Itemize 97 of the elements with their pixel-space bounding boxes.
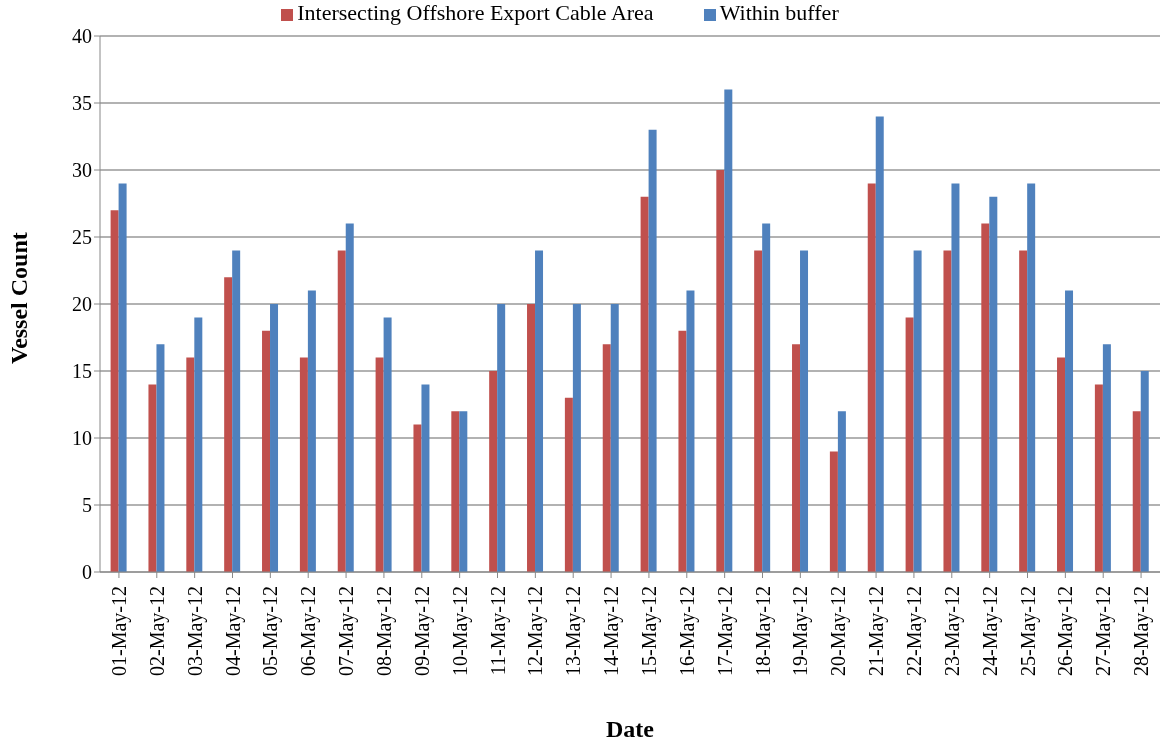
bar (535, 250, 544, 572)
bar (451, 411, 460, 572)
bar (610, 304, 619, 572)
bar (489, 371, 498, 572)
bar (1102, 344, 1111, 572)
y-tick-label: 35 (72, 92, 92, 115)
x-tick-label: 13-May-12 (562, 586, 586, 676)
bar (754, 250, 763, 572)
x-tick-label: 20-May-12 (827, 586, 851, 676)
bar (1140, 371, 1149, 572)
x-tick-label: 17-May-12 (713, 586, 737, 676)
y-tick-label: 25 (72, 226, 92, 249)
x-tick-label: 05-May-12 (259, 586, 283, 676)
bar (981, 223, 990, 572)
bar (345, 223, 354, 572)
x-tick-label: 15-May-12 (637, 586, 661, 676)
x-tick-label: 23-May-12 (940, 586, 964, 676)
y-tick-label: 40 (72, 25, 92, 48)
x-tick-label: 09-May-12 (410, 586, 434, 676)
bar (837, 411, 846, 572)
bar (572, 304, 581, 572)
bar (648, 129, 657, 572)
bar (678, 330, 687, 572)
x-tick-label: 16-May-12 (675, 586, 699, 676)
bar (1019, 250, 1028, 572)
bar (194, 317, 203, 572)
x-tick-label: 02-May-12 (145, 586, 169, 676)
x-tick-label: 04-May-12 (221, 586, 245, 676)
x-tick-label: 24-May-12 (978, 586, 1002, 676)
bar (383, 317, 392, 572)
x-tick-label: 28-May-12 (1130, 586, 1154, 676)
bar (1132, 411, 1141, 572)
bar (224, 277, 233, 572)
bar (459, 411, 468, 572)
y-tick-label: 10 (72, 427, 92, 450)
bar (186, 357, 195, 572)
y-axis-title: Vessel Count (5, 232, 32, 364)
legend-label: Within buffer (719, 0, 839, 25)
bar (951, 183, 960, 572)
bar (867, 183, 876, 572)
x-tick-label: 21-May-12 (865, 586, 889, 676)
x-tick-label: 19-May-12 (789, 586, 813, 676)
bar (829, 451, 838, 572)
bar (905, 317, 914, 572)
bar (800, 250, 809, 572)
bar (875, 116, 884, 572)
bar (270, 304, 279, 572)
bar (527, 304, 536, 572)
x-tick-label: 08-May-12 (372, 586, 396, 676)
x-tick-label: 11-May-12 (486, 586, 510, 676)
bar (232, 250, 241, 572)
y-tick-label: 0 (82, 561, 92, 584)
bar (686, 290, 695, 572)
y-tick-label: 5 (82, 494, 92, 517)
bar (1065, 290, 1074, 572)
bar (413, 424, 422, 572)
bar (148, 384, 157, 572)
bar (262, 330, 271, 572)
y-tick-label: 20 (72, 293, 92, 316)
bar (564, 397, 573, 572)
x-tick-label: 22-May-12 (902, 586, 926, 676)
x-tick-label: 27-May-12 (1092, 586, 1116, 676)
x-tick-label: 25-May-12 (1016, 586, 1040, 676)
bar (762, 223, 771, 572)
bar (118, 183, 127, 572)
y-tick-label: 30 (72, 159, 92, 182)
x-tick-label: 10-May-12 (448, 586, 472, 676)
bar (1057, 357, 1066, 572)
x-tick-label: 12-May-12 (524, 586, 548, 676)
bar (375, 357, 384, 572)
bar (497, 304, 506, 572)
x-tick-label: 14-May-12 (600, 586, 624, 676)
bar (943, 250, 952, 572)
x-tick-label: 18-May-12 (751, 586, 775, 676)
y-tick-label: 15 (72, 360, 92, 383)
legend-label: Intersecting Offshore Export Cable Area (297, 0, 654, 25)
bar (792, 344, 801, 572)
bar (640, 196, 649, 572)
bar (602, 344, 611, 572)
bar (1094, 384, 1103, 572)
bar (337, 250, 346, 572)
bar (913, 250, 922, 572)
x-tick-label: 07-May-12 (335, 586, 359, 676)
x-axis-title: Date (606, 716, 655, 742)
x-tick-label: 03-May-12 (183, 586, 207, 676)
bar (989, 196, 998, 572)
x-tick-label: 01-May-12 (107, 586, 131, 676)
bar (299, 357, 308, 572)
bar (307, 290, 316, 572)
bar (156, 344, 165, 572)
bar (716, 170, 725, 572)
x-tick-label: 06-May-12 (297, 586, 321, 676)
bar (110, 210, 119, 572)
bar (1027, 183, 1036, 572)
bar (421, 384, 430, 572)
x-tick-label: 26-May-12 (1054, 586, 1078, 676)
bar (724, 89, 733, 572)
